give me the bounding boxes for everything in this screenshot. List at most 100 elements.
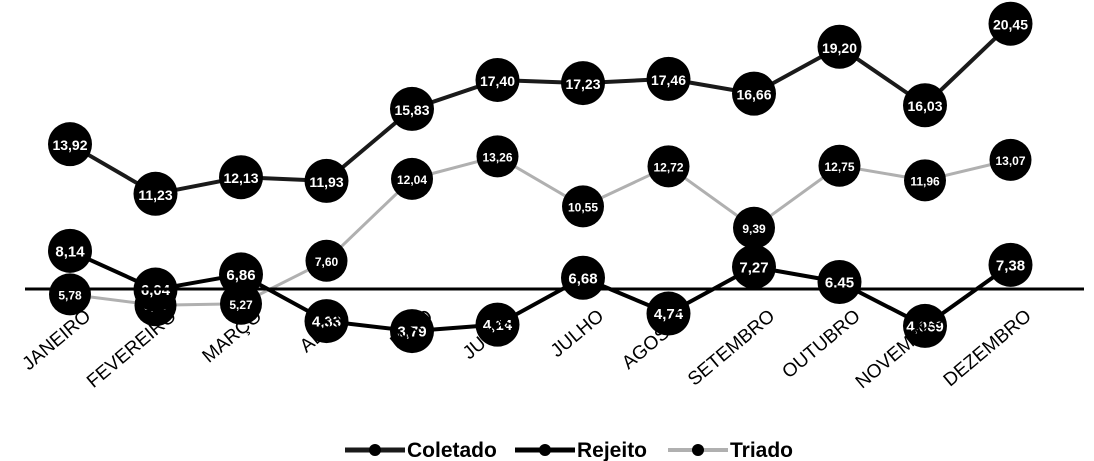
point-rejeito-junho: 4,14 xyxy=(475,302,520,347)
marker-rejeito xyxy=(48,228,92,273)
marker-triado xyxy=(733,206,775,249)
x-tick-label: SETEMBRO xyxy=(684,306,779,391)
marker-rejeito xyxy=(390,309,434,354)
x-tick-label: DEZEMBRO xyxy=(940,306,1036,391)
data-label-coletado: 17,40 xyxy=(480,73,515,89)
data-label-rejeito: 4,33 xyxy=(312,314,341,331)
point-coletado-julho: 17,23 xyxy=(561,61,605,106)
series-line-rejeito xyxy=(69,248,1012,334)
marker-triado xyxy=(49,273,91,316)
data-label-rejeito: 6,45 xyxy=(825,274,854,291)
marker-rejeito xyxy=(732,244,776,289)
data-label-triado: 10,55 xyxy=(568,200,598,214)
data-label-coletado: 13,92 xyxy=(52,137,87,153)
marker-coletado xyxy=(475,57,520,102)
series-line-triado xyxy=(69,154,1011,307)
marker-coletado xyxy=(48,122,92,167)
x-tick-label: JANEIRO xyxy=(19,306,96,375)
data-label-triado: 13,26 xyxy=(482,150,512,164)
marker-coletado xyxy=(903,83,947,128)
series-line-coletado xyxy=(68,22,1012,196)
marker-triado xyxy=(476,135,519,178)
data-label-triado: 7,60 xyxy=(315,255,339,269)
data-label-coletado: 12,13 xyxy=(223,170,258,186)
data-label-coletado: 20,45 xyxy=(993,17,1028,33)
data-label-triado: 13,07 xyxy=(995,154,1025,168)
data-label-triado: 5,78 xyxy=(58,288,82,302)
point-rejeito-julho: 6,68 xyxy=(561,255,605,300)
data-label-coletado: 16,66 xyxy=(736,87,771,103)
point-triado-setembro: 9,39 xyxy=(733,206,775,249)
point-triado-julho: 10,55 xyxy=(562,185,604,228)
data-label-rejeito: 3,79 xyxy=(397,324,426,341)
legend-item-rejeito: Rejeito xyxy=(515,439,647,461)
data-label-rejeito: 4,14 xyxy=(483,317,513,334)
point-triado-novembro: 11,96 xyxy=(904,159,946,202)
marker-coletado xyxy=(304,158,349,203)
data-label-triado: 12,72 xyxy=(653,160,683,174)
data-label-coletado: 15,83 xyxy=(394,102,429,118)
legend-swatch-marker xyxy=(539,444,551,456)
x-tick-label: NOVEMBRO xyxy=(852,306,950,393)
data-label-triado: 9,39 xyxy=(742,222,766,236)
data-label-rejeito: 7,38 xyxy=(996,257,1025,274)
legend-label: Coletado xyxy=(407,439,497,461)
point-coletado-janeiro: 13,92 xyxy=(48,122,92,167)
point-coletado-setembro: 16,66 xyxy=(732,71,776,116)
x-tick-label: FEVEREIRO xyxy=(83,306,181,393)
marker-rejeito xyxy=(903,303,947,348)
marker-coletado xyxy=(219,155,263,200)
point-coletado-agosto: 17,46 xyxy=(646,56,691,101)
legend-swatch-marker xyxy=(692,444,704,456)
marker-triado xyxy=(818,144,861,187)
legend: Coletado Rejeito Triado xyxy=(345,439,793,461)
marker-coletado xyxy=(561,61,605,106)
marker-coletado xyxy=(732,71,776,116)
point-triado-agosto: 12,72 xyxy=(647,145,690,188)
marker-rejeito xyxy=(817,259,862,304)
data-label-rejeito: 6,68 xyxy=(568,270,597,287)
legend-item-coletado: Coletado xyxy=(345,439,497,461)
data-label-triado: 12,04 xyxy=(397,173,427,187)
point-rejeito-maio: 3,79 xyxy=(390,309,434,354)
marker-rejeito xyxy=(304,299,349,344)
point-triado-janeiro: 5,78 xyxy=(49,273,91,316)
point-triado-abril: 7,60 xyxy=(305,239,348,282)
marker-coletado xyxy=(817,24,862,69)
legend-item-triado: Triado xyxy=(668,439,793,461)
legend-swatch-marker xyxy=(369,444,381,456)
point-coletado-dezembro: 20,45 xyxy=(988,1,1033,46)
point-coletado-fevereiro: 11,23 xyxy=(133,171,178,216)
data-label-triado: 5,27 xyxy=(229,298,253,312)
data-label-rejeito: 4,069 xyxy=(906,318,944,335)
data-markers: 5,785,195,277,6012,0413,2610,5512,729,39… xyxy=(48,1,1033,354)
marker-rejeito xyxy=(988,242,1033,287)
marker-triado xyxy=(391,157,433,200)
point-coletado-maio: 15,83 xyxy=(390,86,434,131)
series-lines xyxy=(68,22,1012,334)
marker-rejeito xyxy=(475,302,520,347)
point-coletado-outubro: 19,20 xyxy=(817,24,862,69)
data-label-triado: 11,96 xyxy=(910,174,940,188)
data-label-coletado: 11,23 xyxy=(138,187,172,203)
marker-coletado xyxy=(133,171,178,216)
point-rejeito-dezembro: 7,38 xyxy=(988,242,1033,287)
point-coletado-abril: 11,93 xyxy=(304,158,349,203)
point-triado-junho: 13,26 xyxy=(476,135,519,178)
x-tick-label: OUTUBRO xyxy=(778,306,864,383)
marker-triado xyxy=(562,185,604,228)
point-coletado-junho: 17,40 xyxy=(475,57,520,102)
data-label-rejeito: 6,86 xyxy=(226,267,255,284)
marker-triado xyxy=(904,159,946,202)
x-tick-label: JULHO xyxy=(547,306,608,362)
point-rejeito-outubro: 6,45 xyxy=(817,259,862,304)
data-label-triado: 12,75 xyxy=(824,160,854,174)
point-rejeito-novembro: 4,069 xyxy=(903,303,947,348)
marker-triado xyxy=(989,138,1032,181)
point-coletado-marco: 12,13 xyxy=(219,155,263,200)
marker-coletado xyxy=(390,86,434,131)
data-label-coletado: 11,93 xyxy=(309,174,343,190)
marker-triado xyxy=(305,239,348,282)
